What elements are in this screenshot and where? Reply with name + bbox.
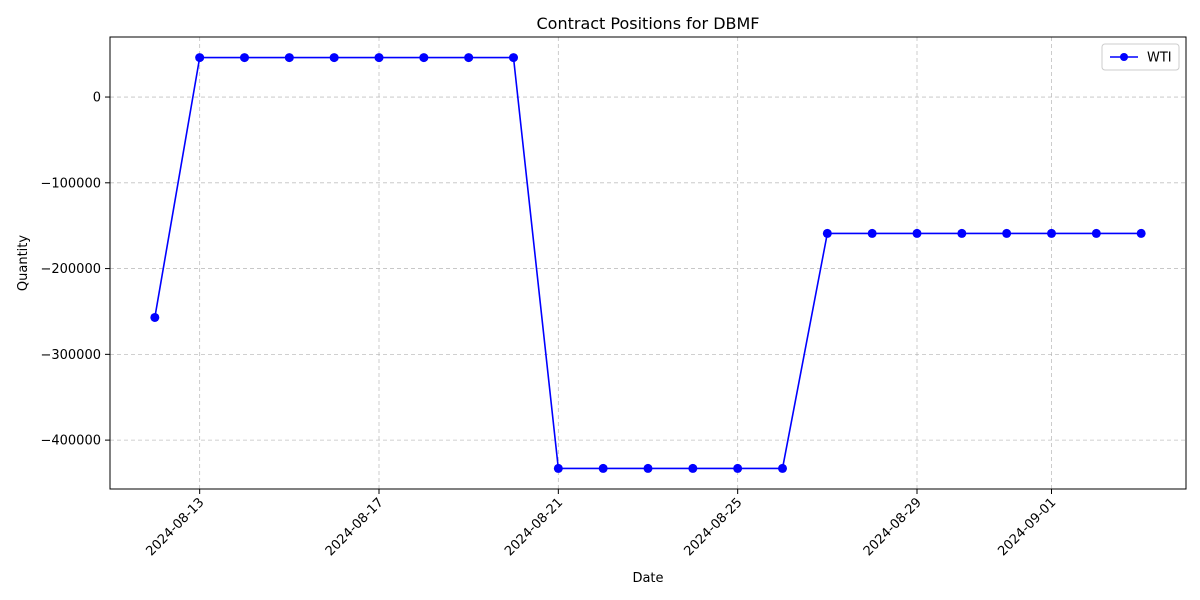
data-point (553, 463, 563, 473)
data-point (912, 228, 922, 238)
data-point (240, 53, 249, 63)
y-axis-ticks: 0 −100000 −200000 −300000 −400000 (40, 91, 110, 449)
y-tick-label: −400000 (40, 434, 101, 449)
data-point (284, 53, 294, 63)
data-point (509, 53, 518, 63)
data-point (1091, 228, 1101, 238)
data-point (867, 228, 877, 238)
data-point (733, 463, 743, 473)
data-point (419, 53, 429, 63)
data-point (1002, 228, 1012, 238)
y-tick-label: −200000 (40, 262, 101, 277)
chart-title: Contract Positions for DBMF (536, 14, 759, 33)
data-point (1047, 228, 1056, 238)
data-point (195, 53, 205, 63)
data-point (688, 463, 698, 473)
legend-label: WTI (1147, 51, 1172, 66)
y-tick-label: −300000 (40, 348, 101, 363)
data-point (1136, 228, 1146, 238)
data-point (150, 312, 160, 322)
data-point (374, 53, 384, 63)
data-point (778, 463, 787, 473)
data-point (464, 53, 474, 63)
y-tick-label: 0 (93, 91, 101, 106)
data-point (822, 228, 832, 238)
legend-marker (1120, 53, 1128, 61)
grid (110, 37, 1186, 489)
plot-frame (109, 36, 1187, 490)
data-point (957, 228, 967, 238)
legend: WTI (1101, 43, 1180, 71)
legend-box (1101, 43, 1180, 71)
x-axis-label: Date (632, 571, 663, 586)
y-axis-label: Quantity (16, 235, 31, 291)
series-layer (150, 53, 1146, 473)
data-point (643, 463, 653, 473)
data-point (329, 53, 339, 63)
data-point (598, 463, 608, 473)
y-tick-label: −100000 (40, 176, 101, 191)
